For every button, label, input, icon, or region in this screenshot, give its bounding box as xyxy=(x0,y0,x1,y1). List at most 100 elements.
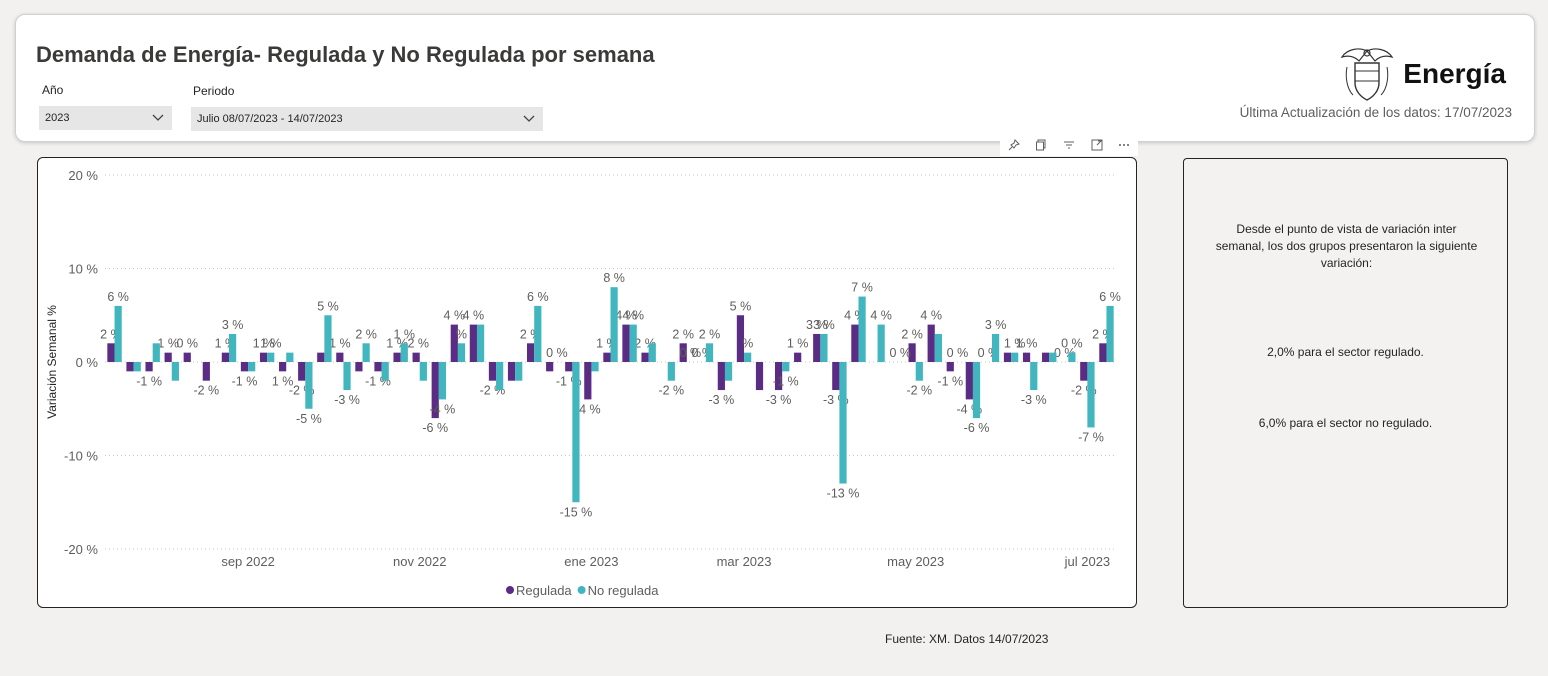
data-label: 3 % xyxy=(985,318,1007,332)
bar-regulada xyxy=(259,352,268,362)
data-label: 0 % xyxy=(947,346,969,360)
bar-regulada xyxy=(603,352,611,362)
data-label: 5 % xyxy=(730,299,752,313)
bar-no-regulada xyxy=(400,343,408,362)
data-label: -3 % xyxy=(1021,393,1047,407)
last-update-text: Última Actualización de los datos: 17/07… xyxy=(1239,105,1512,120)
bar-regulada xyxy=(546,362,554,372)
data-label: -13 % xyxy=(827,487,860,501)
bar-regulada xyxy=(450,324,458,362)
bar-no-regulada xyxy=(171,362,179,381)
data-label: 1 % xyxy=(260,337,282,351)
bar-regulada xyxy=(813,333,821,362)
data-label: 0 % xyxy=(176,337,198,351)
bar-regulada xyxy=(412,352,420,362)
bar-regulada xyxy=(298,362,306,381)
data-label: 0 % xyxy=(889,346,911,360)
focus-mode-icon[interactable] xyxy=(1087,139,1107,154)
bar-no-regulada xyxy=(362,343,370,362)
data-label: 4 % xyxy=(444,309,466,323)
bar-regulada xyxy=(107,343,115,362)
bar-regulada xyxy=(1003,352,1012,362)
bar-regulada xyxy=(355,362,363,372)
x-tick-label: nov 2022 xyxy=(393,554,447,569)
data-label: -2 % xyxy=(403,337,429,351)
data-label: 4 % xyxy=(463,309,485,323)
bar-no-regulada xyxy=(515,362,523,381)
bar-no-regulada xyxy=(228,333,237,362)
bar-no-regulada xyxy=(744,352,752,362)
data-label: 1 % xyxy=(253,337,275,351)
bar-regulada xyxy=(526,343,535,362)
brand-logo: Energía xyxy=(1339,45,1506,103)
data-label: 3 % xyxy=(806,318,828,332)
copy-icon[interactable] xyxy=(1031,139,1051,154)
data-label: 1 % xyxy=(272,374,294,388)
bar-regulada xyxy=(565,362,573,372)
bar-regulada xyxy=(431,362,439,419)
x-tick-label: may 2023 xyxy=(887,554,944,569)
data-label: 1 % xyxy=(1016,337,1038,351)
bar-regulada xyxy=(221,352,229,362)
data-label: 4 % xyxy=(920,309,942,323)
data-label: % xyxy=(742,337,753,351)
bar-regulada xyxy=(794,352,802,362)
more-options-icon[interactable] xyxy=(1114,139,1134,154)
y-tick-label: 20 % xyxy=(68,168,98,183)
bar-regulada xyxy=(641,352,649,362)
brand-name: Energía xyxy=(1403,58,1506,89)
bar-no-regulada xyxy=(1106,305,1114,362)
bar-no-regulada xyxy=(267,352,275,362)
filter-icon[interactable] xyxy=(1059,139,1079,154)
bar-regulada xyxy=(908,343,916,362)
bar-no-regulada xyxy=(248,362,256,372)
data-label: 6 % xyxy=(527,290,549,304)
data-label: 2 % xyxy=(355,327,377,341)
weekly-variation-chart[interactable]: 20 % 10 % 0 % -10 % -20 % Variación Semanal %… xyxy=(37,157,1137,608)
data-label: 3 % xyxy=(813,318,835,332)
page-title: Demanda de Energía- Regulada y No Regula… xyxy=(36,42,655,67)
bar-no-regulada xyxy=(1049,352,1057,362)
data-label: -2 % xyxy=(906,384,932,398)
data-label: -3 % xyxy=(709,393,735,407)
bar-no-regulada xyxy=(343,362,351,391)
data-label: 4 % xyxy=(615,309,637,323)
bar-no-regulada xyxy=(419,362,427,381)
bar-no-regulada xyxy=(782,362,790,372)
summary-intro: Desde el punto de vista de variación int… xyxy=(1215,222,1478,270)
x-tick-label: jul 2023 xyxy=(1064,554,1111,569)
bar-regulada xyxy=(927,324,935,362)
bar-regulada xyxy=(755,362,764,391)
year-dropdown[interactable]: 2023 xyxy=(39,106,172,130)
y-axis-title: Variación Semanal % xyxy=(45,305,59,419)
bar-no-regulada xyxy=(992,333,1000,362)
data-label: 3 % xyxy=(222,318,244,332)
data-label: -1 % xyxy=(773,374,799,388)
visual-toolbar xyxy=(1000,136,1138,156)
data-label: % xyxy=(456,327,467,341)
source-note: Fuente: XM. Datos 14/07/2023 xyxy=(885,632,1049,646)
bar-no-regulada xyxy=(324,315,332,362)
data-label: 5 % xyxy=(317,299,339,313)
bar-regulada xyxy=(1042,352,1050,362)
bar-regulada xyxy=(832,362,840,391)
data-label: -1 % xyxy=(232,374,258,388)
data-label: 2 % xyxy=(672,327,694,341)
bar-no-regulada xyxy=(820,333,828,362)
bar-regulada xyxy=(336,352,344,362)
data-label: 4 % xyxy=(870,309,892,323)
bar-no-regulada xyxy=(534,305,542,362)
data-label: 2 % xyxy=(901,327,923,341)
bar-no-regulada xyxy=(972,362,981,419)
data-label: -6 % xyxy=(422,421,448,435)
period-dropdown[interactable]: Julio 08/07/2023 - 14/07/2023 xyxy=(191,107,543,131)
legend-label: No regulada xyxy=(588,583,660,598)
header-card: Demanda de Energía- Regulada y No Regula… xyxy=(15,14,1535,142)
data-label: 6 % xyxy=(1099,290,1121,304)
pin-icon[interactable] xyxy=(1004,138,1024,154)
bar-no-regulada xyxy=(152,343,160,362)
data-label: 6 % xyxy=(107,290,129,304)
bar-regulada xyxy=(469,324,477,362)
data-label: -5 % xyxy=(296,412,322,426)
legend-label: Regulada xyxy=(516,583,572,598)
